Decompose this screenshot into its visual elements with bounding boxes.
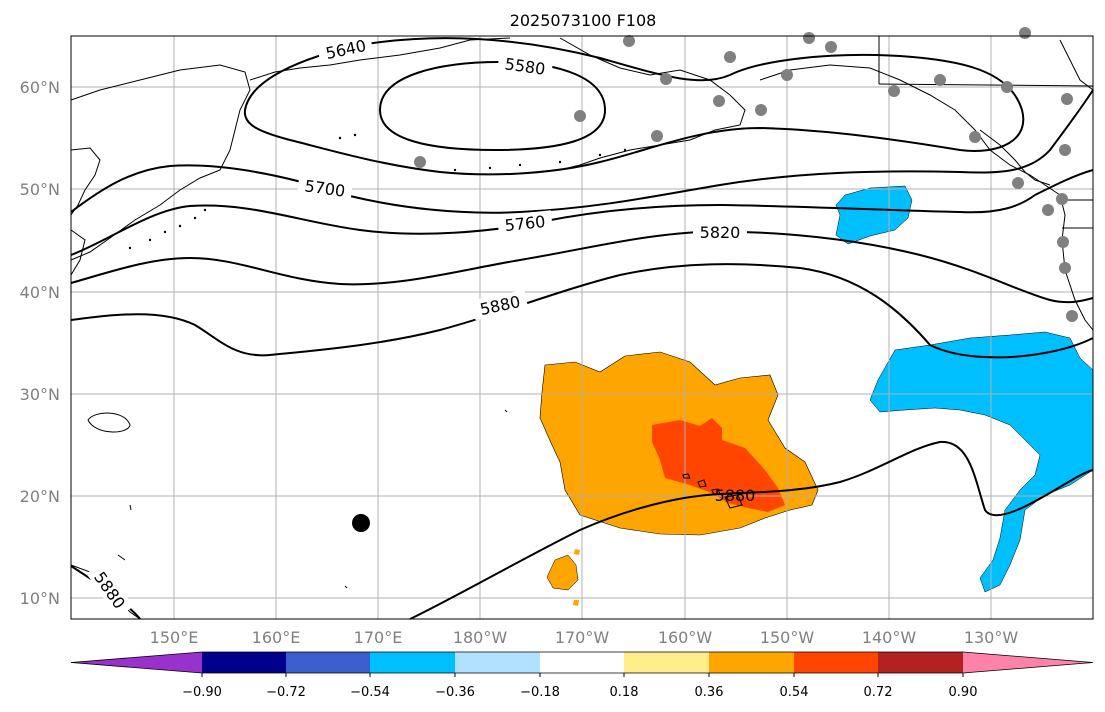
contour-5880-north	[70, 263, 1094, 359]
positive-anomaly-dot	[573, 600, 579, 606]
lon-label-160e: 160°E	[252, 628, 301, 647]
colorbar-label: −0.72	[266, 685, 306, 700]
colorbar-label: 0.54	[780, 685, 809, 700]
colorbar-swatch	[455, 652, 540, 673]
negative-anomaly-region	[835, 185, 913, 245]
colorbar-label: 0.90	[949, 685, 978, 700]
lon-tick-labels: 150°E 160°E 170°E 180°W 170°W 160°W 150°…	[150, 628, 1019, 647]
lon-label-130w: 130°W	[964, 628, 1019, 647]
positive-anomaly-small	[546, 554, 579, 591]
lon-label-140w: 140°W	[862, 628, 917, 647]
colorbar-label: 0.36	[695, 685, 724, 700]
colorbar-swatch	[878, 652, 963, 673]
contour-label-5760: 5760	[504, 212, 546, 235]
colorbar-swatch	[709, 652, 794, 673]
height-contours	[70, 37, 1094, 620]
negative-anomaly-region	[869, 331, 1094, 593]
hawaiian-islands	[682, 473, 743, 509]
gridlines	[71, 36, 1093, 619]
contour-label-5820: 5820	[700, 223, 741, 242]
lat-label-30n: 30°N	[20, 385, 60, 404]
contour-5580-low	[378, 60, 607, 152]
contour-5880-south	[409, 440, 1094, 620]
colorbar-swatch	[624, 652, 709, 673]
contour-labels: 5640 5580 5700 5760 5820 5880 5880 5880	[86, 32, 756, 618]
colorbar-label: 0.72	[864, 685, 893, 700]
colorbar-swatch	[963, 652, 1093, 673]
positive-anomaly-dot	[574, 549, 580, 555]
colorbar	[70, 651, 1094, 677]
lat-label-60n: 60°N	[20, 78, 60, 97]
storm-center-marker	[352, 514, 370, 532]
anomaly-fills	[539, 185, 1094, 606]
colorbar-swatch	[794, 652, 878, 673]
contour-5820	[70, 230, 1094, 304]
lon-label-170w: 170°W	[555, 628, 610, 647]
colorbar-swatch	[202, 652, 286, 673]
colorbar-label: −0.90	[182, 685, 222, 700]
colorbar-swatch	[286, 652, 370, 673]
lat-label-40n: 40°N	[20, 283, 60, 302]
lon-label-150w: 150°W	[760, 628, 815, 647]
map-frame	[70, 35, 1094, 620]
lat-tick-labels: 10°N 20°N 30°N 40°N 50°N 60°N	[20, 78, 60, 608]
colorbar-label: 0.18	[610, 685, 639, 700]
lat-label-20n: 20°N	[20, 487, 60, 506]
colorbar-label: −0.18	[520, 685, 560, 700]
colorbar-tick-labels: −0.90 −0.72 −0.54 −0.36 −0.18 0.18 0.36 …	[182, 685, 977, 700]
contour-5760	[70, 169, 1094, 256]
colorbar-swatch	[71, 652, 202, 673]
contour-5640	[243, 37, 1025, 176]
colorbar-label: −0.54	[350, 685, 390, 700]
contour-5700	[70, 89, 1094, 214]
map-title: 2025073100 F108	[510, 11, 657, 30]
lon-label-180w: 180°W	[453, 628, 508, 647]
colorbar-swatch	[370, 652, 455, 673]
colorbar-label: −0.36	[435, 685, 475, 700]
lon-label-150e: 150°E	[150, 628, 199, 647]
colorbar-swatch	[540, 652, 624, 673]
lon-label-170e: 170°E	[354, 628, 403, 647]
contour-label-5880-south: 5880	[715, 486, 756, 505]
lat-label-10n: 10°N	[20, 589, 60, 608]
station-markers	[414, 27, 1078, 322]
lat-label-50n: 50°N	[20, 180, 60, 199]
lon-label-160w: 160°W	[658, 628, 713, 647]
